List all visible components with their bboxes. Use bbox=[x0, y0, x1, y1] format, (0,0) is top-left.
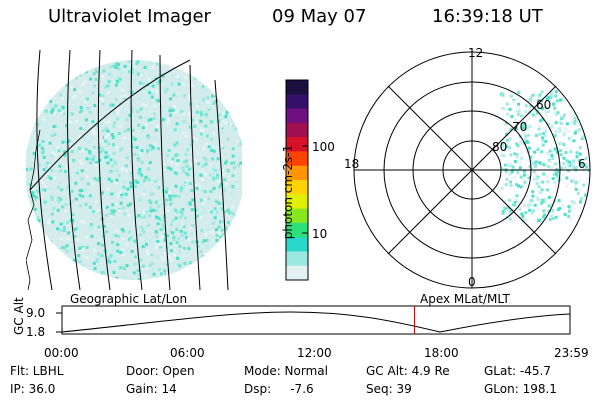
colorbar-band bbox=[286, 137, 308, 152]
geographic-caption: Geographic Lat/Lon bbox=[70, 292, 188, 306]
mlat-70-label: 70 bbox=[512, 120, 528, 134]
geographic-grid bbox=[29, 49, 229, 290]
polar-grid bbox=[353, 51, 591, 289]
geographic-image-panel bbox=[26, 49, 242, 290]
glat-status: GLat: -45.7 bbox=[484, 364, 551, 378]
altitude-min-label: 1.8 bbox=[26, 325, 46, 339]
x-tick-1800: 18:00 bbox=[424, 346, 459, 360]
colorbar-band bbox=[286, 265, 308, 281]
dsp-status: Dsp: -7.6 bbox=[244, 382, 314, 396]
colorbar-band bbox=[286, 165, 308, 181]
colorbar-band bbox=[286, 237, 308, 252]
colorbar-band bbox=[286, 251, 308, 267]
altitude-axis-label: GC Alt bbox=[12, 297, 26, 335]
colorbar-band bbox=[286, 222, 308, 238]
colorbar-tick-100: 100 bbox=[312, 140, 335, 154]
colorbar-band bbox=[286, 94, 308, 110]
door-status: Door: Open bbox=[126, 364, 195, 378]
colorbar-unit-label: photon cm-2s-1 bbox=[281, 144, 295, 240]
mlt-12-label: 12 bbox=[468, 46, 484, 60]
colorbar-band bbox=[286, 194, 308, 210]
instrument-title: Ultraviolet Imager bbox=[48, 6, 211, 27]
mlt-18-label: 18 bbox=[344, 157, 360, 171]
magnetic-caption: Apex MLat/MLT bbox=[420, 292, 510, 306]
mode-status: Mode: Normal bbox=[244, 364, 328, 378]
colorbar-band bbox=[286, 80, 308, 95]
mlat-60-label: 60 bbox=[536, 98, 552, 112]
mlt-0-label: 0 bbox=[468, 275, 476, 289]
date-label: 09 May 07 bbox=[272, 6, 367, 27]
colorbar-band bbox=[286, 108, 308, 124]
filter-status: Flt: LBHL bbox=[10, 364, 64, 378]
glon-status: GLon: 198.1 bbox=[484, 382, 557, 396]
x-tick-0600: 06:00 bbox=[170, 346, 205, 360]
gc-alt-status: GC Alt: 4.9 Re bbox=[366, 364, 450, 378]
colorbar bbox=[285, 79, 309, 281]
altitude-curve bbox=[61, 311, 571, 333]
gain-status: Gain: 14 bbox=[126, 382, 177, 396]
coastline bbox=[26, 129, 41, 290]
colorbar-band bbox=[286, 208, 308, 224]
mlt-6-label: 6 bbox=[578, 157, 586, 171]
colorbar-band bbox=[286, 122, 308, 138]
time-label: 16:39:18 UT bbox=[432, 6, 543, 27]
magnetic-polar-panel bbox=[353, 51, 591, 289]
x-tick-2359: 23:59 bbox=[554, 346, 589, 360]
colorbar-band bbox=[286, 180, 308, 195]
altitude-max-label: 9.0 bbox=[26, 306, 46, 320]
x-tick-1200: 12:00 bbox=[297, 346, 332, 360]
x-tick-0000: 00:00 bbox=[44, 346, 79, 360]
colorbar-tick-10: 10 bbox=[312, 227, 328, 241]
colorbar-band bbox=[286, 151, 308, 167]
altitude-plot bbox=[56, 305, 571, 335]
seq-status: Seq: 39 bbox=[366, 382, 412, 396]
ip-status: IP: 36.0 bbox=[10, 382, 56, 396]
mlat-80-label: 80 bbox=[492, 140, 508, 154]
